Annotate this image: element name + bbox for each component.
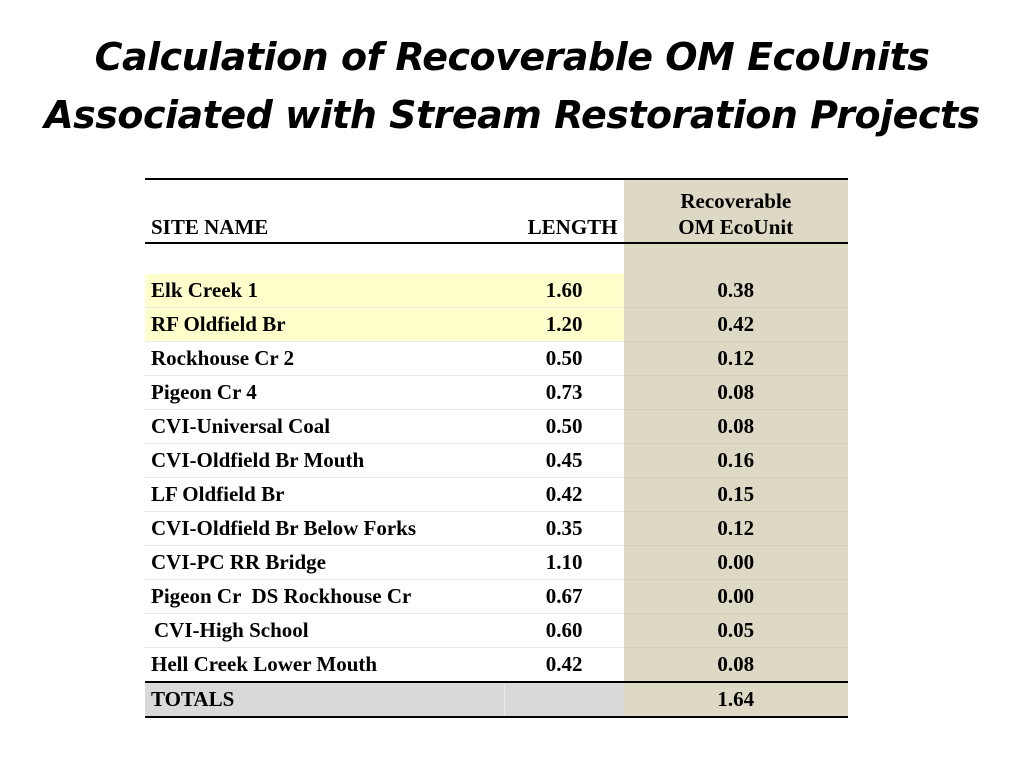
om-ecounit-cell: 0.08 xyxy=(623,409,848,444)
om-ecounit-cell: 0.00 xyxy=(623,545,848,580)
site-name-cell: LF Oldfield Br xyxy=(145,477,505,512)
om-ecounit-cell: 0.15 xyxy=(623,477,848,512)
length-cell: 0.50 xyxy=(504,409,624,444)
om-ecounit-cell: 0.42 xyxy=(623,307,848,342)
length-cell: 0.73 xyxy=(504,375,624,410)
table-row: Pigeon Cr 4 0.73 0.08 xyxy=(145,375,848,410)
site-name-cell: Pigeon Cr DS Rockhouse Cr xyxy=(145,579,505,614)
table-row: CVI-Oldfield Br Mouth 0.45 0.16 xyxy=(145,443,848,478)
totals-row: TOTALS 1.64 xyxy=(145,681,848,718)
totals-label: TOTALS xyxy=(145,681,505,718)
table-body: Elk Creek 1 1.60 0.38 RF Oldfield Br 1.20 0.4… xyxy=(145,243,848,718)
site-name-cell: Hell Creek Lower Mouth xyxy=(145,647,505,683)
length-cell: 0.42 xyxy=(504,477,624,512)
om-ecounit-cell: 0.00 xyxy=(623,579,848,614)
length-cell: 0.42 xyxy=(504,647,624,683)
om-ecounit-cell: 0.08 xyxy=(623,647,848,683)
site-name-cell: Pigeon Cr 4 xyxy=(145,375,505,410)
table-row: Hell Creek Lower Mouth 0.42 0.08 xyxy=(145,647,848,683)
spacer-row xyxy=(145,243,848,274)
om-ecounit-cell: 0.38 xyxy=(623,274,848,308)
table-row: CVI-High School 0.60 0.05 xyxy=(145,613,848,648)
header-recoverable-om-ecounit: Recoverable OM EcoUnit xyxy=(623,178,848,244)
header-om-line-1: Recoverable xyxy=(680,189,792,213)
slide-title-line-2: Associated with Stream Restoration Proje… xyxy=(44,93,980,137)
length-cell: 0.50 xyxy=(504,341,624,376)
length-cell: 1.20 xyxy=(504,307,624,342)
om-ecounit-cell: 0.08 xyxy=(623,375,848,410)
site-name-cell: RF Oldfield Br xyxy=(145,307,505,342)
length-cell: 0.35 xyxy=(504,511,624,546)
om-ecounit-cell: 0.12 xyxy=(623,341,848,376)
site-name-cell: CVI-High School xyxy=(145,613,505,648)
site-name-cell: CVI-Oldfield Br Below Forks xyxy=(145,511,505,546)
site-name-cell: CVI-Oldfield Br Mouth xyxy=(145,443,505,478)
site-name-cell: Rockhouse Cr 2 xyxy=(145,341,505,376)
site-name-cell: CVI-Universal Coal xyxy=(145,409,505,444)
om-ecounit-cell: 0.05 xyxy=(623,613,848,648)
table-header-row: SITE NAME LENGTH Recoverable OM EcoUnit xyxy=(145,178,848,244)
length-cell: 0.45 xyxy=(504,443,624,478)
totals-om-ecounit: 1.64 xyxy=(623,681,848,718)
table-row: Rockhouse Cr 2 0.50 0.12 xyxy=(145,341,848,376)
site-name-cell: CVI-PC RR Bridge xyxy=(145,545,505,580)
slide-title-line-1: Calculation of Recoverable OM EcoUnits xyxy=(94,35,930,79)
slide-title: Calculation of Recoverable OM EcoUnits A… xyxy=(0,28,1024,144)
table-row: Elk Creek 1 1.60 0.38 xyxy=(145,274,848,308)
table-row: LF Oldfield Br 0.42 0.15 xyxy=(145,477,848,512)
length-cell: 1.10 xyxy=(504,545,624,580)
totals-length xyxy=(504,681,624,718)
header-om-line-2: OM EcoUnit xyxy=(678,215,794,239)
length-cell: 0.60 xyxy=(504,613,624,648)
site-name-cell: Elk Creek 1 xyxy=(145,274,505,308)
table-row: RF Oldfield Br 1.20 0.42 xyxy=(145,307,848,342)
table-row: Pigeon Cr DS Rockhouse Cr 0.67 0.00 xyxy=(145,579,848,614)
header-site-name: SITE NAME xyxy=(145,178,505,244)
om-ecounit-cell: 0.12 xyxy=(623,511,848,546)
length-cell: 1.60 xyxy=(504,274,624,308)
table-row: CVI-Oldfield Br Below Forks 0.35 0.12 xyxy=(145,511,848,546)
table-row: CVI-Universal Coal 0.50 0.08 xyxy=(145,409,848,444)
om-ecounit-cell: 0.16 xyxy=(623,443,848,478)
length-cell: 0.67 xyxy=(504,579,624,614)
header-length: LENGTH xyxy=(504,178,624,244)
ecounits-table: SITE NAME LENGTH Recoverable OM EcoUnit … xyxy=(145,178,848,718)
table-row: CVI-PC RR Bridge 1.10 0.00 xyxy=(145,545,848,580)
